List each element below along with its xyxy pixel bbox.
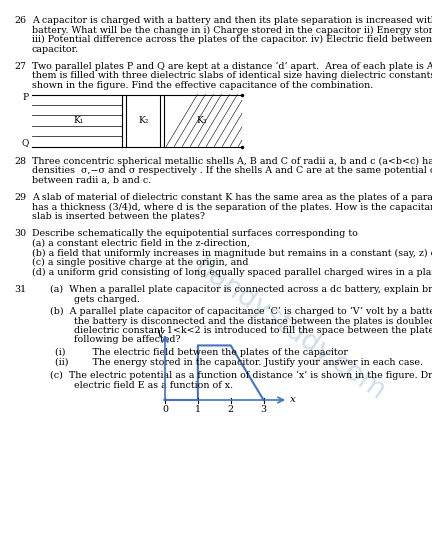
- Text: V: V: [156, 330, 164, 339]
- Text: (c) a single positive charge at the origin, and: (c) a single positive charge at the orig…: [32, 258, 248, 267]
- Text: 31: 31: [14, 285, 26, 294]
- Text: Two parallel plates P and Q are kept at a distance ‘d’ apart.  Area of each plat: Two parallel plates P and Q are kept at …: [32, 62, 432, 71]
- Text: 26: 26: [14, 16, 26, 25]
- Text: has a thickness (3/4)d, where d is the separation of the plates. How is the capa: has a thickness (3/4)d, where d is the s…: [32, 202, 432, 212]
- Text: dielectric constant 1<k<2 is introduced to fill the space between the plates. Ho: dielectric constant 1<k<2 is introduced …: [50, 326, 432, 335]
- Text: (b) a field that uniformly increases in magnitude but remains in a constant (say: (b) a field that uniformly increases in …: [32, 248, 432, 258]
- Text: 27: 27: [14, 62, 26, 71]
- Text: (a)  When a parallel plate capacitor is connected across a dc battery, explain b: (a) When a parallel plate capacitor is c…: [50, 285, 432, 294]
- Text: 2: 2: [228, 405, 234, 414]
- Text: P: P: [23, 94, 29, 102]
- Text: gets charged.: gets charged.: [50, 294, 140, 304]
- Text: 28: 28: [14, 156, 26, 166]
- Text: capacitor.: capacitor.: [32, 44, 79, 54]
- Text: 3: 3: [260, 405, 267, 414]
- Text: shown in the figure. Find the effective capacitance of the combination.: shown in the figure. Find the effective …: [32, 81, 373, 90]
- Text: A capacitor is charged with a battery and then its plate separation is increased: A capacitor is charged with a battery an…: [32, 16, 432, 25]
- Text: 0: 0: [162, 405, 168, 414]
- Text: K₁: K₁: [73, 116, 83, 125]
- Text: (b)  A parallel plate capacitor of capacitance ‘C’ is charged to ‘V’ volt by a b: (b) A parallel plate capacitor of capaci…: [50, 307, 432, 316]
- Text: Three concentric spherical metallic shells A, B and C of radii a, b and c (a<b<c: Three concentric spherical metallic shel…: [32, 156, 432, 166]
- Text: (i)         The electric field between the plates of the capacitor: (i) The electric field between the plate…: [55, 348, 348, 357]
- Text: x: x: [290, 395, 296, 405]
- Text: 30: 30: [14, 229, 26, 239]
- Text: iii) Potential difference across the plates of the capacitor. iv) Electric field: iii) Potential difference across the pla…: [32, 35, 432, 44]
- Text: them is filled with three dielectric slabs of identical size having dielectric c: them is filled with three dielectric sla…: [32, 71, 432, 81]
- Text: (a) a constant electric field in the z-direction,: (a) a constant electric field in the z-d…: [32, 239, 250, 248]
- Text: slab is inserted between the plates?: slab is inserted between the plates?: [32, 212, 205, 221]
- Text: 29: 29: [14, 193, 26, 202]
- Text: densities  σ,−σ and σ respectively . If the shells A and C are at the same poten: densities σ,−σ and σ respectively . If t…: [32, 166, 432, 175]
- Text: Describe schematically the equipotential surfaces corresponding to: Describe schematically the equipotential…: [32, 229, 358, 239]
- Text: between radii a, b and c.: between radii a, b and c.: [32, 175, 151, 184]
- Text: following be affected?: following be affected?: [50, 335, 181, 345]
- Text: (d) a uniform grid consisting of long equally spaced parallel charged wires in a: (d) a uniform grid consisting of long eq…: [32, 267, 432, 276]
- Text: (c)  The electric potential as a function of distance ‘x’ is shown in the figure: (c) The electric potential as a function…: [50, 371, 432, 380]
- Text: (ii)        The energy stored in the capacitor. Justify your answer in each case: (ii) The energy stored in the capacitor.…: [55, 358, 423, 367]
- Text: A slab of material of dielectric constant K has the same area as the plates of a: A slab of material of dielectric constan…: [32, 193, 432, 202]
- Text: handystudy.com: handystudy.com: [189, 253, 391, 407]
- Text: battery. What will be the change in i) Charge stored in the capacitor ii) Energy: battery. What will be the change in i) C…: [32, 25, 432, 35]
- Text: 1: 1: [195, 405, 201, 414]
- Text: K₃: K₃: [197, 116, 207, 125]
- Text: Q: Q: [22, 138, 29, 148]
- Text: K₂: K₂: [138, 116, 149, 125]
- Text: the battery is disconnected and the distance between the plates is doubled. Now : the battery is disconnected and the dist…: [50, 316, 432, 326]
- Text: electric field E as a function of x.: electric field E as a function of x.: [50, 380, 233, 390]
